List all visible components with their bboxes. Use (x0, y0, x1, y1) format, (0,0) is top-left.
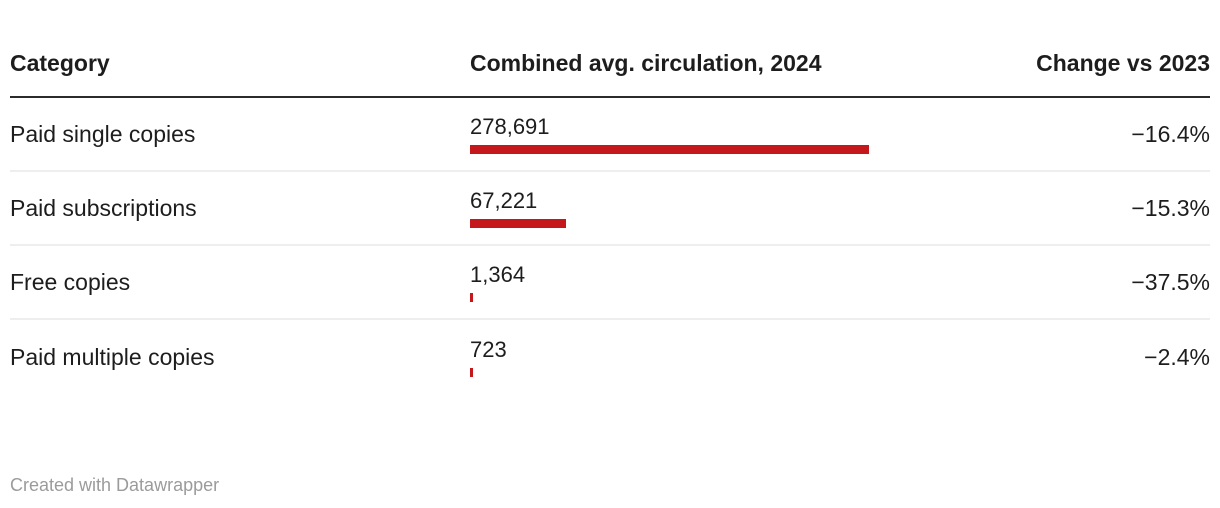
circulation-bar (470, 145, 869, 154)
circulation-bar (470, 368, 473, 377)
circulation-bar (470, 293, 473, 302)
datawrapper-attribution-link[interactable]: Created with Datawrapper (10, 475, 220, 495)
category-label: Free copies (10, 268, 131, 295)
circulation-cell: 723 (470, 337, 890, 377)
circulation-cell: 67,221 (470, 188, 890, 228)
circulation-value: 1,364 (470, 262, 526, 287)
circulation-bar (470, 219, 567, 228)
change-value: −15.3% (1131, 194, 1210, 221)
table-row: Paid single copies 278,691 −16.4% (10, 98, 1210, 172)
circulation-table: Category Combined avg. circulation, 2024… (10, 0, 1210, 495)
change-value: −2.4% (1144, 343, 1210, 370)
category-label: Paid single copies (10, 120, 196, 147)
circulation-cell: 1,364 (470, 262, 890, 302)
change-value: −37.5% (1131, 268, 1210, 295)
column-header-category: Category (10, 50, 110, 76)
column-header-circulation: Combined avg. circulation, 2024 (470, 46, 890, 81)
table-row: Paid multiple copies 723 −2.4% (10, 320, 1210, 394)
category-label: Paid subscriptions (10, 194, 197, 221)
category-label: Paid multiple copies (10, 343, 215, 370)
change-value: −16.4% (1131, 120, 1210, 147)
circulation-cell: 278,691 (470, 114, 890, 154)
circulation-value: 67,221 (470, 188, 538, 213)
circulation-value: 278,691 (470, 114, 550, 139)
table-row: Paid subscriptions 67,221 −15.3% (10, 172, 1210, 246)
column-header-change: Change vs 2023 (1036, 50, 1210, 76)
circulation-value: 723 (470, 337, 507, 362)
table-header-row: Category Combined avg. circulation, 2024… (10, 0, 1210, 98)
column-header-circulation-label: Combined avg. circulation, 2024 (470, 50, 822, 76)
table-row: Free copies 1,364 −37.5% (10, 246, 1210, 320)
